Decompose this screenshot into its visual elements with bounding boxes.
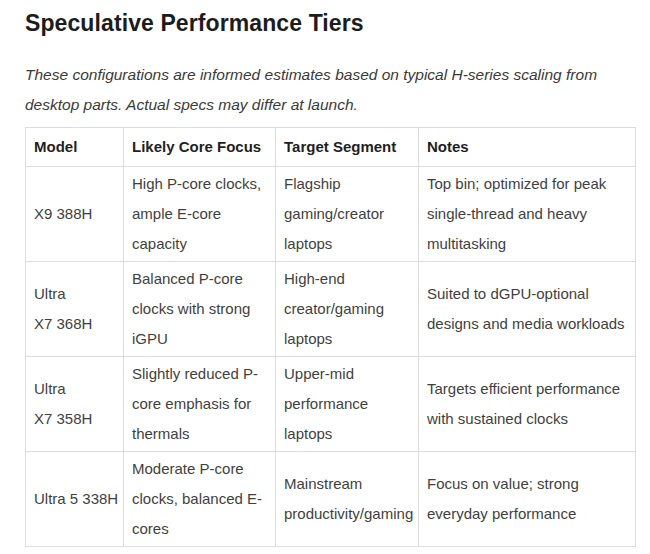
- cell-model: X9 388H: [26, 167, 124, 262]
- cell-notes: Targets efficient performance with susta…: [419, 357, 636, 452]
- table-row: Ultra 5 338H Moderate P-core clocks, bal…: [26, 452, 636, 547]
- table-row: Ultra X7 368H Balanced P-core clocks wit…: [26, 262, 636, 357]
- table-row: Ultra X7 358H Slightly reduced P-core em…: [26, 357, 636, 452]
- col-header-core-focus: Likely Core Focus: [124, 128, 276, 167]
- cell-target-segment: High-end creator/gaming laptops: [276, 262, 419, 357]
- col-header-notes: Notes: [419, 128, 636, 167]
- cell-model: Ultra X7 368H: [26, 262, 124, 357]
- cell-target-segment: Mainstream productivity/gaming: [276, 452, 419, 547]
- cell-notes: Focus on value; strong everyday performa…: [419, 452, 636, 547]
- col-header-model: Model: [26, 128, 124, 167]
- col-header-target-segment: Target Segment: [276, 128, 419, 167]
- cell-target-segment: Upper-mid performance laptops: [276, 357, 419, 452]
- table-row: X9 388H High P-core clocks, ample E-core…: [26, 167, 636, 262]
- cell-core-focus: High P-core clocks, ample E-core capacit…: [124, 167, 276, 262]
- cell-model: Ultra X7 358H: [26, 357, 124, 452]
- page-title: Speculative Performance Tiers: [25, 8, 635, 38]
- table-header-row: Model Likely Core Focus Target Segment N…: [26, 128, 636, 167]
- cell-target-segment: Flagship gaming/creator laptops: [276, 167, 419, 262]
- spec-table: Model Likely Core Focus Target Segment N…: [25, 127, 636, 547]
- cell-notes: Suited to dGPU-optional designs and medi…: [419, 262, 636, 357]
- cell-core-focus: Moderate P-core clocks, balanced E-cores: [124, 452, 276, 547]
- article: Speculative Performance Tiers These conf…: [0, 0, 650, 547]
- cell-core-focus: Balanced P-core clocks with strong iGPU: [124, 262, 276, 357]
- cell-model: Ultra 5 338H: [26, 452, 124, 547]
- cell-notes: Top bin; optimized for peak single-threa…: [419, 167, 636, 262]
- cell-core-focus: Slightly reduced P-core emphasis for the…: [124, 357, 276, 452]
- intro-text: These configurations are informed estima…: [25, 60, 637, 120]
